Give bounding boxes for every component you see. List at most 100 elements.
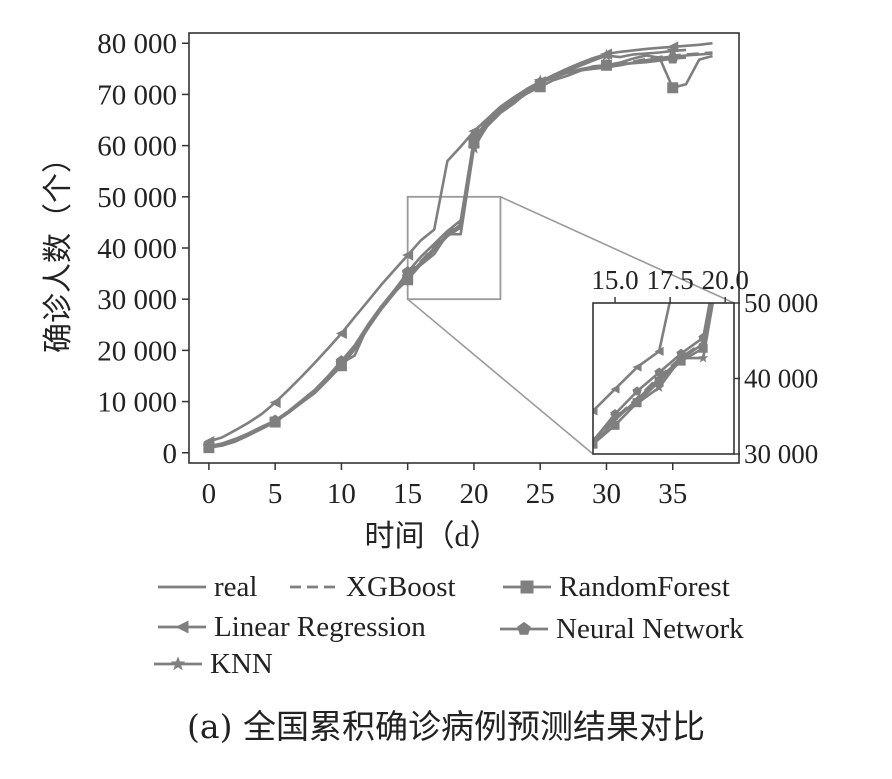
inset-point-randomforest [434, 602, 443, 611]
inset-point-knn [654, 382, 665, 392]
y-tick-label: 70 000 [97, 79, 177, 111]
inset-point-linear-regression [500, 500, 509, 509]
inset-point-linear-regression [302, 653, 311, 662]
legend-marker-linear-regression [175, 620, 189, 634]
inset-point-knn [830, 127, 840, 137]
legend-label-randomforest: RandomForest [559, 571, 730, 603]
inset-point-linear-regression [699, 225, 708, 234]
inset-point-randomforest [346, 650, 355, 659]
legend-marker-knn [170, 656, 186, 671]
inset-point-knn [698, 352, 709, 363]
legend-entry-linear-regression: Linear Regression [158, 611, 426, 643]
inset-series-linear-regression [280, 110, 884, 668]
x-axis-label: 时间（d） [365, 520, 500, 553]
legend-symbol-knn [154, 656, 202, 671]
inset-point-knn [500, 543, 510, 553]
inset-point-neural-network [743, 186, 752, 195]
inset-point-neural-network [280, 666, 289, 675]
main-point-linear-regression [269, 397, 281, 409]
inset-point-linear-regression [831, 129, 840, 138]
inset-point-linear-regression [324, 643, 333, 652]
y-tick-label: 30 000 [97, 284, 177, 316]
y-axis-label: 确诊人数（个） [42, 143, 75, 353]
inset-point-randomforest [522, 523, 531, 532]
x-tick-label: 25 [526, 478, 555, 510]
legend-label-knn: KNN [210, 648, 273, 680]
inset-x-tick-label: 20.0 [702, 265, 749, 295]
x-tick-label: 20 [459, 478, 488, 510]
inset-x-tick-label: 17.5 [646, 265, 693, 295]
y-tick-label: 50 000 [97, 182, 177, 214]
inset-point-linear-regression [544, 453, 553, 462]
legend-marker-randomforest [520, 580, 534, 594]
main-point-neural-network [600, 59, 613, 71]
inset-point-neural-network [831, 130, 841, 139]
legend-label-neural-network: Neural Network [556, 613, 744, 645]
inset-point-linear-regression [765, 166, 774, 175]
inset-point-linear-regression [743, 184, 752, 193]
inset-point-knn [631, 398, 643, 408]
inset-point-knn [279, 667, 289, 677]
y-tick-label: 0 [163, 438, 178, 470]
inset-point-randomforest [500, 548, 509, 557]
inset-point-linear-regression [787, 152, 796, 161]
x-tick-label: 0 [202, 478, 217, 510]
x-tick-label: 35 [658, 478, 687, 510]
inset-axis-ticks: 15.0 17.5 20.0 30 000 40 000 50 000 [591, 265, 818, 469]
main-point-randomforest [402, 274, 414, 286]
inset-point-randomforest [610, 420, 620, 430]
zoom-source-box [406, 195, 502, 301]
inset-point-randomforest [831, 136, 840, 145]
inset-point-randomforest [676, 356, 686, 366]
inset-point-knn [742, 192, 752, 202]
legend: real XGBoost RandomForest Linear Regress… [154, 571, 744, 680]
inset-point-neural-network [456, 583, 465, 592]
inset-point-randomforest [853, 126, 862, 135]
inset-point-neural-network [654, 367, 664, 377]
inset-point-knn [456, 585, 466, 595]
inset-point-randomforest [809, 146, 818, 155]
inset-point-linear-regression [654, 346, 664, 356]
inset-point-neural-network [566, 460, 575, 469]
main-point-linear-regression [402, 249, 414, 261]
x-tick-label: 5 [268, 478, 283, 510]
inset-y-tick-label: 30 000 [744, 439, 818, 469]
legend-symbol-randomforest [503, 580, 551, 594]
inset-point-knn [346, 648, 356, 658]
inset-point-neural-network [721, 214, 730, 223]
inset-point-knn [874, 112, 884, 122]
main-point-randomforest [667, 82, 679, 94]
x-tick-label: 30 [592, 478, 621, 510]
inset-point-knn [478, 566, 488, 576]
inset-point-linear-regression [677, 246, 686, 255]
inset-point-randomforest [698, 343, 708, 353]
inset-point-neural-network [809, 142, 818, 151]
main-series-layer [202, 41, 713, 454]
inset-point-randomforest [743, 190, 752, 199]
x-tick-label: 10 [327, 478, 356, 510]
x-tick-label: 15 [393, 478, 422, 510]
inset-point-knn [852, 119, 862, 129]
inset-point-linear-regression [853, 119, 862, 128]
inset-point-knn [566, 460, 576, 470]
legend-entry-xgboost: XGBoost [290, 571, 456, 603]
inset-point-linear-regression [280, 659, 289, 668]
y-tick-label: 10 000 [97, 387, 177, 419]
y-tick-label: 20 000 [97, 335, 177, 367]
inset-point-neural-network [853, 122, 862, 131]
inset-point-neural-network [875, 115, 884, 124]
inset-point-neural-network [500, 540, 509, 549]
zoom-connector [407, 298, 594, 455]
inset-point-randomforest [302, 665, 311, 674]
inset-series-layer [279, 110, 884, 677]
inset-point-knn [522, 532, 532, 542]
inset-point-randomforest [324, 659, 333, 668]
zoom-connector [500, 196, 735, 304]
legend-entry-real: real [158, 571, 257, 603]
inset-point-neural-network [787, 155, 796, 164]
inset-point-linear-regression [875, 110, 884, 119]
main-point-knn [666, 44, 679, 57]
inset-point-knn [593, 435, 599, 445]
